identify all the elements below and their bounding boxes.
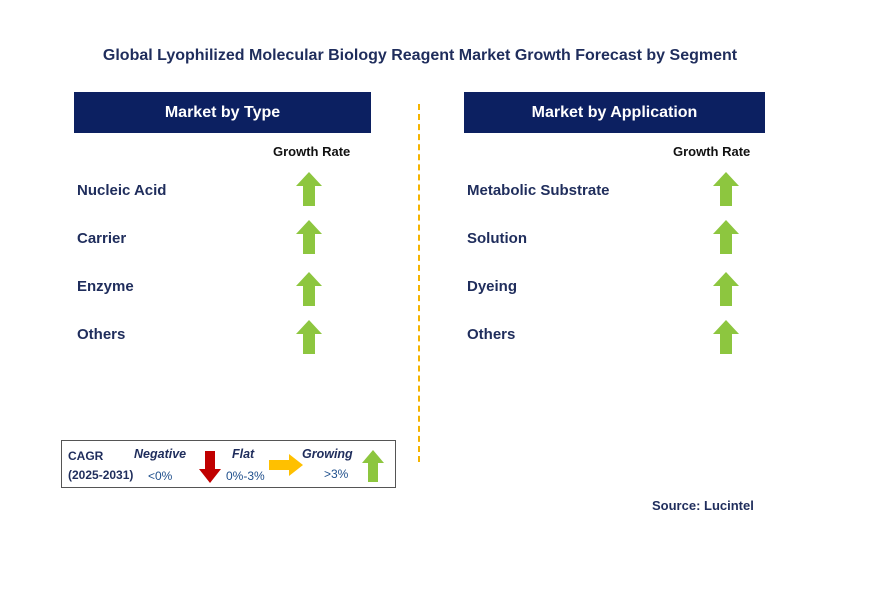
- application-item-label: Metabolic Substrate: [467, 182, 610, 199]
- panel-divider: [418, 104, 420, 462]
- green-up-arrow-icon: [713, 172, 739, 206]
- green-up-arrow-icon: [713, 272, 739, 306]
- legend-flat-label: Flat: [232, 447, 255, 461]
- green-up-arrow-icon: [713, 220, 739, 254]
- type-item-label: Nucleic Acid: [77, 182, 167, 199]
- legend-growing-label: Growing: [302, 447, 353, 461]
- type-item-label: Enzyme: [77, 278, 134, 295]
- type-item-label: Carrier: [77, 230, 127, 247]
- green-up-arrow-icon: [296, 320, 322, 354]
- legend-period-label: (2025-2031): [68, 468, 134, 482]
- legend-flat-range: 0%-3%: [226, 469, 265, 483]
- application-item-label: Others: [467, 326, 516, 343]
- application-item-label: Solution: [467, 230, 527, 247]
- type-panel-header: Market by Type: [74, 92, 371, 133]
- type-item-label: Others: [77, 326, 126, 343]
- source-label: Source: Lucintel: [652, 498, 754, 513]
- green-up-arrow-icon: [296, 272, 322, 306]
- application-item-label: Dyeing: [467, 278, 518, 295]
- legend-negative-range: <0%: [148, 469, 173, 483]
- legend-negative-label: Negative: [134, 447, 187, 461]
- cagr-legend: CAGR (2025-2031) Negative <0% Flat 0%-3%…: [61, 440, 396, 488]
- chart-title: Global Lyophilized Molecular Biology Rea…: [102, 47, 738, 64]
- green-up-arrow-icon: [713, 320, 739, 354]
- type-growth-rate-label: Growth Rate: [273, 144, 351, 159]
- application-panel-header: Market by Application: [464, 92, 765, 133]
- orange-right-arrow-icon: [269, 454, 303, 476]
- green-up-arrow-icon: [296, 172, 322, 206]
- legend-cagr-label: CAGR: [68, 449, 104, 463]
- green-up-arrow-icon: [362, 450, 384, 482]
- red-down-arrow-icon: [199, 451, 221, 483]
- green-up-arrow-icon: [296, 220, 322, 254]
- legend-growing-range: >3%: [324, 467, 349, 481]
- application-growth-rate-label: Growth Rate: [673, 144, 751, 159]
